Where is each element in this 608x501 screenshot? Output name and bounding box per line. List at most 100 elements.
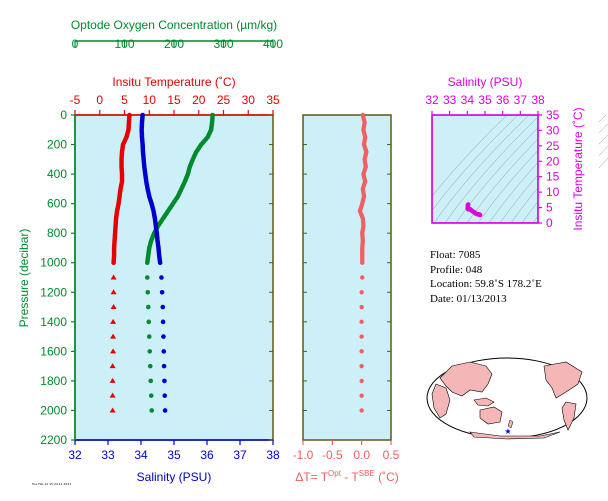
main-profile-panel: 0 100 200 300 400 Optode Oxygen Concentratio… <box>17 18 283 484</box>
oxygen-point <box>171 199 177 205</box>
salinity-point <box>161 349 167 354</box>
ts-point <box>477 212 483 218</box>
temperature-tick-label: 5 <box>121 93 128 107</box>
temperature-tick-label: 35 <box>266 93 280 107</box>
land-australia <box>479 406 503 425</box>
oxygen-tick-label: 400 <box>263 37 283 51</box>
delta-title-sup2: SBE <box>359 469 375 478</box>
temperature-point <box>111 258 117 264</box>
delta-title-mid: - T <box>341 470 359 484</box>
temperature-point <box>117 192 123 197</box>
salinity-point <box>141 162 147 168</box>
pressure-tick-label: 1200 <box>40 285 67 299</box>
salinity-tick-label: 33 <box>101 448 115 462</box>
ts-ytick-label: 20 <box>546 154 560 168</box>
temperature-point <box>114 214 119 219</box>
temperature-tick-label: 30 <box>242 93 256 107</box>
ts-series <box>465 202 483 218</box>
temperature-point <box>112 229 118 234</box>
salinity-point <box>139 133 145 138</box>
oxygen-point <box>188 162 193 168</box>
temperature-point <box>110 318 117 324</box>
oxygen-series <box>144 112 215 413</box>
temperature-series <box>109 112 132 413</box>
pressure-axis-ticks: 0 200 400 600 800 1000 1200 1400 1600 1800 2000 220… <box>40 108 273 447</box>
ts-xtick-label: 36 <box>496 93 510 107</box>
pressure-axis-title: Pressure (decibar) <box>17 229 31 328</box>
oxygen-point <box>148 378 154 384</box>
delta-point <box>359 408 364 413</box>
delta-point <box>359 290 364 295</box>
oxygen-tick-label: 0 <box>72 37 79 51</box>
salinity-point <box>155 236 160 242</box>
temperature-axis-title: Insitu Temperature (˚C) <box>112 75 235 89</box>
ts-xtick-label: 35 <box>478 93 492 107</box>
oxygen-point <box>179 184 185 190</box>
ts-contour-clip-top <box>431 95 541 115</box>
delta-point <box>359 393 364 398</box>
temperature-point <box>110 348 117 354</box>
ts-xtick-label: 38 <box>531 93 545 107</box>
ts-ytick-label: 0 <box>546 216 553 230</box>
salinity-point <box>162 378 167 384</box>
delta-title-a: ΔT= T <box>295 470 328 484</box>
delta-tick-label: -1.0 <box>293 448 314 462</box>
salinity-point <box>159 275 164 280</box>
salinity-point <box>153 221 158 227</box>
temperature-tick-label: 15 <box>167 93 181 107</box>
delta-title-end: (˚C) <box>375 470 399 484</box>
temperature-point <box>119 162 124 168</box>
temperature-point <box>109 407 116 413</box>
pressure-tick-label: 400 <box>47 167 67 181</box>
temperature-point <box>110 304 117 310</box>
oxygen-tick-label: 100 <box>114 37 134 51</box>
temperature-point <box>126 118 132 123</box>
pressure-tick-label: 2200 <box>40 433 67 447</box>
salinity-point <box>140 140 145 145</box>
oxygen-point <box>144 275 150 280</box>
ts-contour <box>444 114 541 224</box>
delta-title-sup1: Opt <box>328 469 342 478</box>
ts-ytick-label: 15 <box>546 170 560 184</box>
profile-number: Profile: 048 <box>430 263 483 276</box>
delta-axis-ticks: -1.0 -0.5 0.0 0.5 <box>293 114 400 462</box>
salinity-point <box>140 147 146 153</box>
salinity-tick-label: 32 <box>68 448 82 462</box>
temperature-point <box>121 140 127 145</box>
pressure-tick-label: 800 <box>47 226 67 240</box>
salinity-point <box>148 199 154 205</box>
world-map: ★ <box>426 357 588 440</box>
oxygen-point <box>149 408 155 413</box>
land-south-america <box>561 401 577 431</box>
ts-ytick-label: 30 <box>546 123 560 137</box>
salinity-point <box>161 363 167 369</box>
date: Date: 01/13/2013 <box>430 292 507 305</box>
ts-plot-area <box>431 114 539 224</box>
ts-xaxis-title: Salinity (PSU) <box>448 75 523 89</box>
oxygen-point <box>191 155 196 160</box>
delta-point <box>359 378 364 384</box>
ts-ytick-label: 25 <box>546 139 560 153</box>
salinity-point <box>161 334 166 339</box>
temperature-point <box>119 147 125 153</box>
temperature-point <box>112 236 118 242</box>
oxygen-point <box>145 289 151 295</box>
land-indonesia <box>473 397 495 407</box>
salinity-point <box>139 118 145 123</box>
delta-series <box>357 112 369 413</box>
delta-axis-title: ΔT= TOpt - TSBE (˚C) <box>295 469 399 484</box>
salinity-point <box>150 206 156 212</box>
oxygen-tick-label: 300 <box>213 37 233 51</box>
temperature-tick-label: 10 <box>143 93 157 107</box>
land-africa <box>431 383 451 419</box>
salinity-axis-title: Salinity (PSU) <box>137 470 212 484</box>
delta-point <box>360 260 365 265</box>
salinity-point <box>155 243 161 249</box>
salinity-point <box>154 229 159 234</box>
temperature-point <box>118 184 124 190</box>
temperature-tick-label: -5 <box>70 93 81 107</box>
oxygen-point <box>145 304 151 310</box>
temperature-point <box>116 199 122 205</box>
delta-tick-label: 0.5 <box>383 448 400 462</box>
